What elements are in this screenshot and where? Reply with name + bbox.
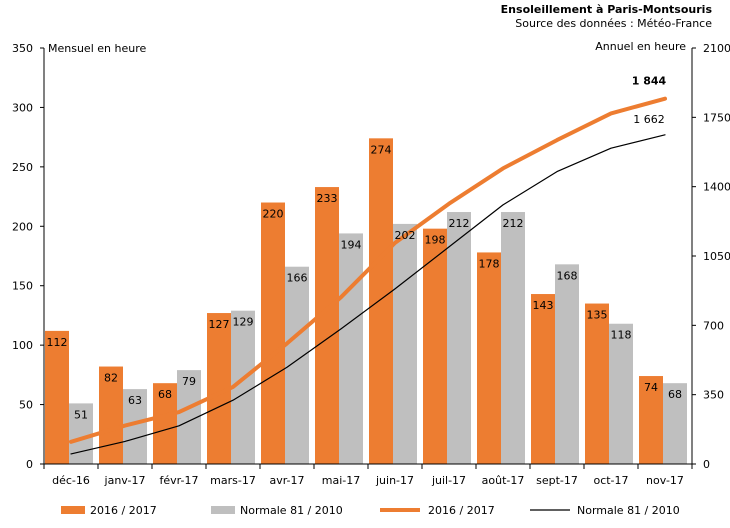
x-tick-label-10: oct-17 (593, 474, 628, 487)
right-tick-label-0: 0 (703, 458, 710, 471)
x-tick-label-11: nov-17 (646, 474, 684, 487)
x-tick-label-1: janv-17 (104, 474, 146, 487)
bar-2016-2017-1 (99, 366, 123, 464)
bar-2016-2017-8 (477, 252, 501, 464)
chart-subtitle: Source des données : Météo-France (515, 17, 712, 30)
right-tick-label-5: 1750 (703, 111, 730, 124)
right-tick-label-2: 700 (703, 319, 724, 332)
right-tick-label-4: 1400 (703, 181, 730, 194)
chart-title: Ensoleillement à Paris-Montsouris (501, 3, 713, 16)
bar-2016-2017-9 (531, 294, 555, 464)
bar-label-normal-1: 63 (128, 394, 142, 407)
x-tick-label-2: févr-17 (160, 474, 199, 487)
bar-label-normal-3: 129 (233, 316, 254, 329)
x-tick-label-7: juil-17 (431, 474, 466, 487)
bar-label-2016-2017-7: 198 (425, 234, 446, 247)
line-cumulative-2016-2017 (69, 96, 667, 444)
bar-label-2016-2017-0: 112 (47, 336, 68, 349)
bar-label-2016-2017-8: 178 (479, 257, 500, 270)
bar-label-normal-10: 118 (611, 329, 632, 342)
x-tick-label-8: août-17 (482, 474, 525, 487)
x-tick-label-6: juin-17 (375, 474, 414, 487)
bar-normal-5 (339, 233, 363, 464)
legend-swatch-1 (211, 506, 235, 514)
bar-normal-9 (555, 264, 579, 464)
bar-label-2016-2017-5: 233 (317, 192, 338, 205)
bar-label-normal-5: 194 (341, 238, 362, 251)
bar-2016-2017-6 (369, 138, 393, 464)
left-tick-label-0: 0 (26, 458, 33, 471)
bar-label-2016-2017-11: 74 (644, 381, 658, 394)
left-tick-label-5: 250 (12, 161, 33, 174)
left-tick-label-3: 150 (12, 280, 33, 293)
bar-label-normal-0: 51 (74, 408, 88, 421)
x-tick-label-0: déc-16 (52, 474, 90, 487)
bar-label-normal-2: 79 (182, 375, 196, 388)
x-tick-label-9: sept-17 (536, 474, 578, 487)
right-tick-label-6: 2100 (703, 42, 730, 55)
bar-label-normal-6: 202 (395, 229, 416, 242)
legend-label-2: 2016 / 2017 (428, 504, 495, 517)
end-label-2016-2017: 1 844 (632, 75, 667, 88)
x-tick-label-5: mai-17 (322, 474, 360, 487)
lines-layer (69, 96, 667, 455)
bar-label-2016-2017-4: 220 (263, 208, 284, 221)
left-tick-label-2: 100 (12, 339, 33, 352)
bar-label-normal-11: 68 (668, 388, 682, 401)
legend-label-1: Normale 81 / 2010 (240, 504, 343, 517)
bar-label-normal-7: 212 (449, 217, 470, 230)
bar-2016-2017-4 (261, 202, 285, 464)
bar-normal-8 (501, 212, 525, 464)
bar-label-normal-9: 168 (557, 269, 578, 282)
x-tick-label-3: mars-17 (210, 474, 256, 487)
bar-label-2016-2017-2: 68 (158, 388, 172, 401)
end-label-normal: 1 662 (633, 113, 665, 126)
bar-2016-2017-5 (315, 187, 339, 464)
left-tick-label-4: 200 (12, 220, 33, 233)
legend-label-0: 2016 / 2017 (90, 504, 157, 517)
bar-label-2016-2017-3: 127 (209, 318, 230, 331)
right-tick-label-1: 350 (703, 389, 724, 402)
line-cumulative-normal (70, 134, 666, 455)
right-tick-label-3: 1050 (703, 250, 730, 263)
bar-normal-7 (447, 212, 471, 464)
bar-2016-2017-11 (639, 376, 663, 464)
bar-label-2016-2017-10: 135 (587, 309, 608, 322)
bar-label-normal-8: 212 (503, 217, 524, 230)
left-tick-label-1: 50 (19, 399, 33, 412)
bar-2016-2017-7 (423, 228, 447, 464)
bar-normal-10 (609, 323, 633, 464)
legend-label-3: Normale 81 / 2010 (577, 504, 680, 517)
x-tick-label-4: avr-17 (269, 474, 304, 487)
left-axis-title: Mensuel en heure (48, 42, 146, 55)
bar-label-2016-2017-1: 82 (104, 372, 118, 385)
left-tick-label-7: 350 (12, 42, 33, 55)
bar-2016-2017-2 (153, 383, 177, 464)
bar-label-normal-4: 166 (287, 272, 308, 285)
bar-2016-2017-10 (585, 303, 609, 464)
legend-swatch-0 (61, 506, 85, 514)
bar-label-2016-2017-9: 143 (533, 299, 554, 312)
legend: 2016 / 2017 Normale 81 / 2010 2016 / 2017 N… (61, 504, 680, 517)
data-labels-layer: 112 82 68 127 220 233 274 198 178 143 135 74 51 63 79 1… (47, 75, 683, 422)
bar-2016-2017-0 (45, 330, 69, 464)
axes-layer: 0 50 100 150 200 250 300 350 0 350 700 1050 1400 1750… (12, 42, 730, 487)
bars-layer (45, 138, 687, 464)
right-axis-title: Annuel en heure (595, 40, 686, 53)
bar-normal-4 (285, 266, 309, 464)
bar-label-2016-2017-6: 274 (371, 143, 392, 156)
bar-normal-6 (393, 223, 417, 464)
left-tick-label-6: 300 (12, 101, 33, 114)
bar-normal-11 (663, 383, 687, 464)
